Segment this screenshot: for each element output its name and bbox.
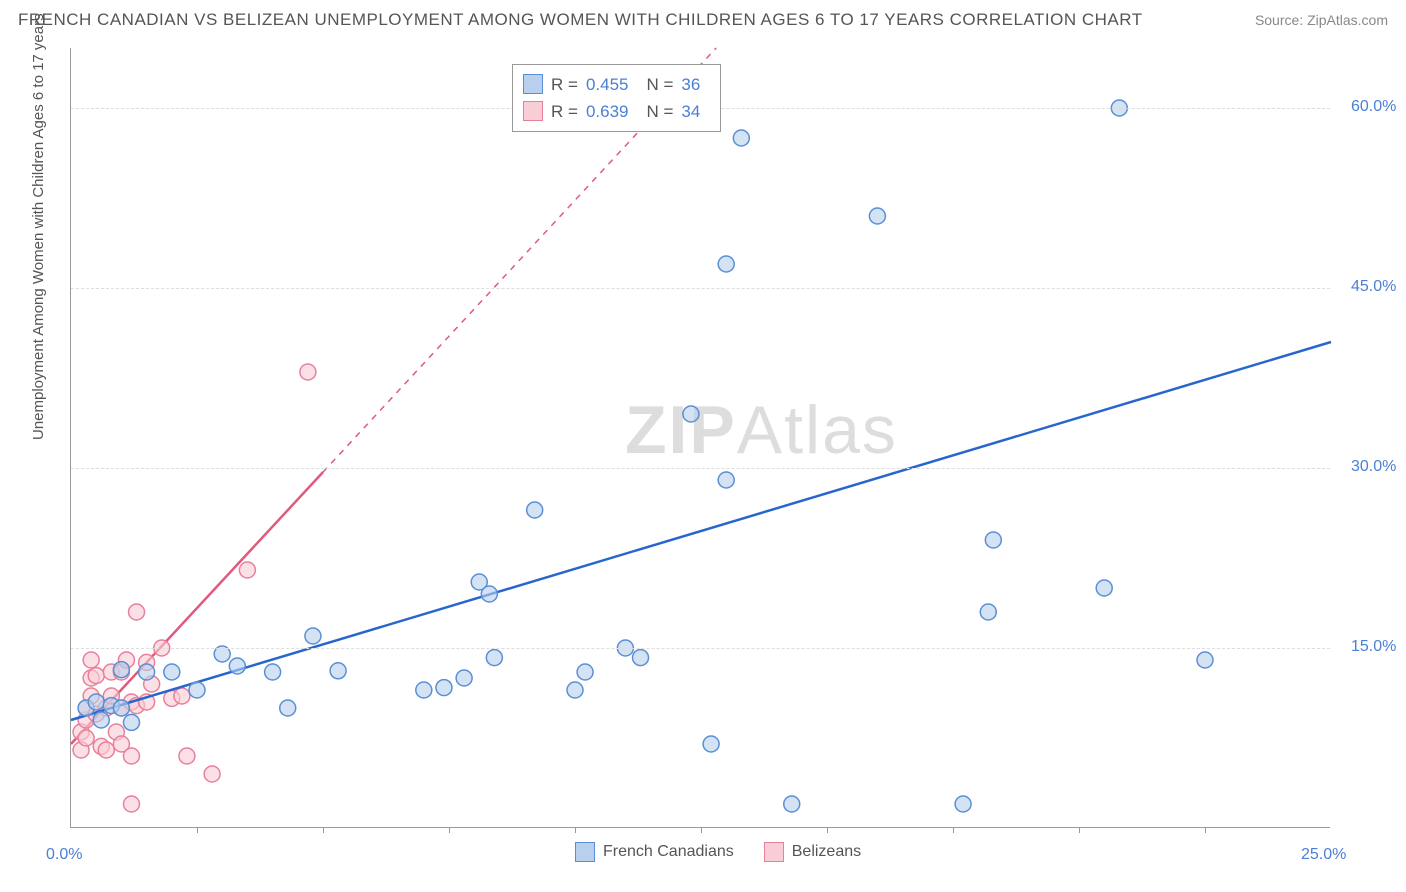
french_canadians-point bbox=[683, 406, 699, 422]
x-tick bbox=[953, 827, 954, 833]
r-label: R = bbox=[551, 71, 578, 98]
french_canadians-point bbox=[567, 682, 583, 698]
gridline-h bbox=[71, 288, 1330, 289]
gridline-h bbox=[71, 468, 1330, 469]
series-legend-item: Belizeans bbox=[764, 842, 861, 862]
belizeans-point bbox=[300, 364, 316, 380]
french_canadians-point bbox=[718, 256, 734, 272]
r-value: 0.455 bbox=[586, 71, 639, 98]
french_canadians-point bbox=[955, 796, 971, 812]
stats-row: R = 0.455 N = 36 bbox=[523, 71, 710, 98]
chart-title: FRENCH CANADIAN VS BELIZEAN UNEMPLOYMENT… bbox=[18, 10, 1143, 30]
belizeans-point bbox=[204, 766, 220, 782]
belizeans-point bbox=[239, 562, 255, 578]
stats-legend: R = 0.455 N = 36 R = 0.639 N = 34 bbox=[512, 64, 721, 132]
french_canadians-point bbox=[633, 650, 649, 666]
x-tick bbox=[827, 827, 828, 833]
belizeans-point bbox=[123, 748, 139, 764]
french_canadians-point bbox=[436, 680, 452, 696]
legend-swatch bbox=[764, 842, 784, 862]
series-legend-item: French Canadians bbox=[575, 842, 734, 862]
french_canadians-point bbox=[577, 664, 593, 680]
legend-swatch bbox=[523, 74, 543, 94]
french_canadians-point bbox=[305, 628, 321, 644]
belizeans-point bbox=[88, 668, 104, 684]
plot-svg bbox=[71, 48, 1331, 828]
x-tick bbox=[701, 827, 702, 833]
french_canadians-point bbox=[703, 736, 719, 752]
y-tick-label: 45.0% bbox=[1351, 278, 1396, 296]
belizeans-point bbox=[174, 688, 190, 704]
n-value: 36 bbox=[681, 71, 710, 98]
french_canadians-point bbox=[113, 700, 129, 716]
x-tick bbox=[197, 827, 198, 833]
belizeans-point bbox=[123, 796, 139, 812]
series-legend: French Canadians Belizeans bbox=[575, 842, 861, 862]
n-label: N = bbox=[646, 71, 673, 98]
french_canadians-point bbox=[869, 208, 885, 224]
french_canadians-point bbox=[456, 670, 472, 686]
legend-swatch bbox=[575, 842, 595, 862]
belizeans-point bbox=[78, 730, 94, 746]
french_canadians-point bbox=[88, 694, 104, 710]
french_canadians-point bbox=[265, 664, 281, 680]
gridline-h bbox=[71, 648, 1330, 649]
french_canadians-point bbox=[1096, 580, 1112, 596]
y-tick-label: 30.0% bbox=[1351, 458, 1396, 476]
belizeans-point bbox=[129, 604, 145, 620]
french_canadians-point bbox=[139, 664, 155, 680]
french_canadians-point bbox=[784, 796, 800, 812]
french_canadians-trend-solid bbox=[71, 342, 1331, 720]
series-legend-label: French Canadians bbox=[603, 843, 734, 861]
french_canadians-point bbox=[1197, 652, 1213, 668]
belizeans-point bbox=[98, 742, 114, 758]
belizeans-point bbox=[179, 748, 195, 764]
scatter-plot: ZIPAtlas 15.0%30.0%45.0%60.0%0.0%25.0%R … bbox=[70, 48, 1330, 828]
french_canadians-point bbox=[123, 714, 139, 730]
french_canadians-point bbox=[280, 700, 296, 716]
french_canadians-point bbox=[486, 650, 502, 666]
french_canadians-point bbox=[481, 586, 497, 602]
legend-swatch bbox=[523, 101, 543, 121]
x-tick bbox=[449, 827, 450, 833]
stats-row: R = 0.639 N = 34 bbox=[523, 98, 710, 125]
french_canadians-point bbox=[93, 712, 109, 728]
french_canadians-point bbox=[718, 472, 734, 488]
french_canadians-point bbox=[189, 682, 205, 698]
french_canadians-point bbox=[330, 663, 346, 679]
n-value: 34 bbox=[681, 98, 710, 125]
source-label: Source: ZipAtlas.com bbox=[1255, 12, 1388, 28]
x-tick-label: 25.0% bbox=[1301, 846, 1346, 864]
french_canadians-point bbox=[164, 664, 180, 680]
belizeans-point bbox=[83, 652, 99, 668]
x-tick bbox=[323, 827, 324, 833]
x-tick bbox=[1079, 827, 1080, 833]
y-tick-label: 15.0% bbox=[1351, 638, 1396, 656]
y-tick-label: 60.0% bbox=[1351, 98, 1396, 116]
series-legend-label: Belizeans bbox=[792, 843, 861, 861]
french_canadians-point bbox=[980, 604, 996, 620]
french_canadians-point bbox=[733, 130, 749, 146]
r-label: R = bbox=[551, 98, 578, 125]
french_canadians-point bbox=[527, 502, 543, 518]
y-axis-label: Unemployment Among Women with Children A… bbox=[30, 13, 47, 440]
french_canadians-point bbox=[416, 682, 432, 698]
x-tick-label: 0.0% bbox=[46, 846, 82, 864]
r-value: 0.639 bbox=[586, 98, 639, 125]
french_canadians-point bbox=[985, 532, 1001, 548]
x-tick bbox=[575, 827, 576, 833]
n-label: N = bbox=[646, 98, 673, 125]
x-tick bbox=[1205, 827, 1206, 833]
french_canadians-point bbox=[229, 658, 245, 674]
french_canadians-point bbox=[113, 662, 129, 678]
